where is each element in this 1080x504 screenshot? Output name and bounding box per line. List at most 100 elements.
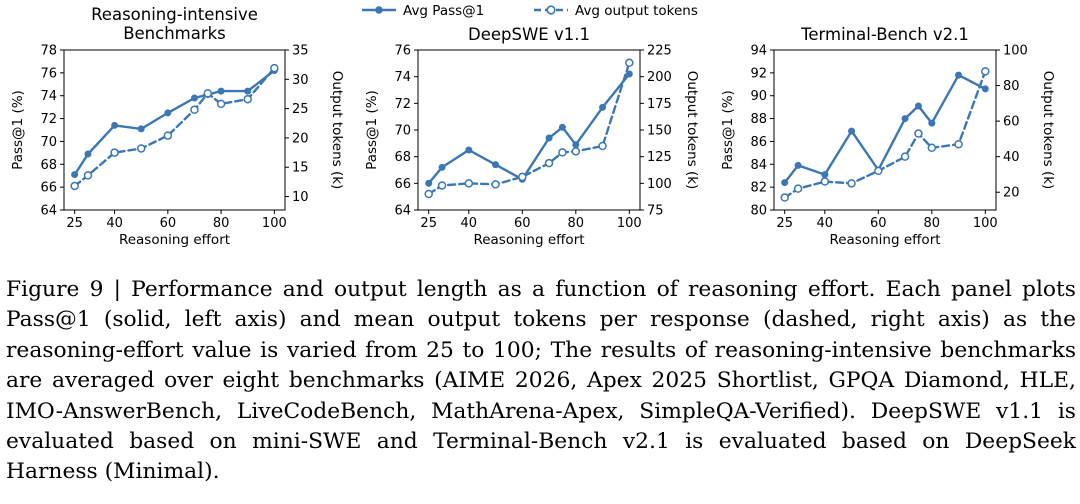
y2-tick-label: 20 bbox=[292, 131, 309, 146]
y2-tick-label: 200 bbox=[647, 70, 672, 85]
data-point-pass-at-1 bbox=[84, 150, 92, 158]
y-tick-label: 82 bbox=[750, 181, 767, 196]
data-point-pass-at-1 bbox=[244, 87, 252, 95]
series-line-output-tokens bbox=[73, 66, 276, 188]
y2-tick-label: 100 bbox=[1003, 44, 1028, 59]
y-tick-label: 76 bbox=[40, 66, 57, 81]
y2-tick-label: 175 bbox=[647, 97, 672, 112]
chart-title: Benchmarks bbox=[123, 24, 226, 43]
x-tick-label: 80 bbox=[924, 216, 941, 231]
legend-marker-tokens bbox=[546, 5, 556, 15]
y2-tick-label: 80 bbox=[1003, 79, 1020, 94]
data-point-output-tokens bbox=[424, 189, 433, 199]
data-point-output-tokens bbox=[136, 144, 146, 153]
chart-panel-2: DeepSWE v1.1 25 40 60 80 100 64 66 68 70 72 74 76 75 1… bbox=[364, 25, 700, 248]
x-tick-label: 40 bbox=[817, 216, 834, 231]
y2-axis-label: Output tokens (k) bbox=[684, 71, 700, 190]
x-tick-label: 40 bbox=[461, 216, 478, 231]
y2-tick-label: 100 bbox=[647, 177, 672, 192]
data-point-output-tokens bbox=[491, 180, 500, 189]
data-point-pass-at-1 bbox=[492, 161, 500, 169]
data-point-pass-at-1 bbox=[901, 115, 909, 123]
x-axis-label: Reasoning effort bbox=[829, 232, 940, 248]
y-tick-label: 64 bbox=[394, 204, 411, 219]
y-tick-label: 80 bbox=[750, 204, 767, 219]
data-point-output-tokens bbox=[900, 152, 910, 161]
y2-tick-label: 35 bbox=[292, 44, 309, 59]
data-point-pass-at-1 bbox=[981, 85, 989, 93]
y-tick-label: 68 bbox=[394, 150, 411, 165]
data-point-output-tokens bbox=[874, 166, 883, 176]
y-tick-label: 86 bbox=[750, 135, 767, 150]
y-axis-label: Pass@1 (%) bbox=[10, 90, 26, 170]
y-tick-label: 74 bbox=[40, 89, 57, 104]
x-tick-label: 25 bbox=[776, 216, 793, 231]
x-tick-label: 60 bbox=[870, 216, 887, 231]
x-tick-label: 100 bbox=[973, 216, 998, 231]
y-tick-label: 72 bbox=[394, 97, 411, 112]
x-tick-label: 25 bbox=[420, 216, 437, 231]
y-axis-label: Pass@1 (%) bbox=[720, 90, 736, 170]
y-tick-label: 64 bbox=[40, 204, 57, 219]
y2-tick-label: 10 bbox=[292, 190, 309, 205]
data-point-output-tokens bbox=[464, 179, 474, 188]
y-tick-label: 92 bbox=[750, 66, 767, 81]
caption-text: Figure 9 | Performance and output length… bbox=[6, 277, 1076, 485]
x-axis-label: Reasoning effort bbox=[473, 232, 584, 248]
data-point-pass-at-1 bbox=[545, 134, 553, 142]
data-point-output-tokens bbox=[70, 181, 79, 191]
data-point-output-tokens bbox=[190, 105, 199, 115]
y-tick-label: 90 bbox=[750, 89, 767, 104]
y-tick-label: 94 bbox=[750, 44, 767, 59]
data-point-output-tokens bbox=[437, 181, 447, 190]
data-point-pass-at-1 bbox=[955, 71, 963, 79]
y2-tick-label: 60 bbox=[1003, 115, 1020, 130]
series-line-output-tokens bbox=[783, 70, 987, 199]
y-tick-label: 66 bbox=[40, 181, 57, 196]
data-point-output-tokens bbox=[780, 193, 789, 202]
legend: Avg Pass@1 Avg output tokens bbox=[362, 3, 698, 19]
y-axis-label: Pass@1 (%) bbox=[364, 90, 380, 170]
legend-label-pass: Avg Pass@1 bbox=[403, 3, 484, 19]
y2-tick-label: 150 bbox=[647, 124, 672, 139]
y-tick-label: 66 bbox=[394, 177, 411, 192]
y2-tick-label: 75 bbox=[647, 204, 664, 219]
x-tick-label: 100 bbox=[262, 216, 287, 231]
data-point-output-tokens bbox=[927, 143, 937, 153]
data-point-pass-at-1 bbox=[848, 127, 856, 135]
data-point-output-tokens bbox=[820, 177, 830, 186]
data-point-pass-at-1 bbox=[572, 141, 580, 149]
y2-tick-label: 20 bbox=[1003, 186, 1020, 201]
x-tick-label: 60 bbox=[514, 216, 531, 231]
data-point-output-tokens bbox=[954, 139, 963, 149]
data-point-pass-at-1 bbox=[438, 163, 446, 171]
y2-tick-label: 15 bbox=[292, 161, 309, 176]
data-point-pass-at-1 bbox=[558, 123, 566, 131]
figure-charts: Avg Pass@1 Avg output tokens Reasoning-int… bbox=[10, 3, 1056, 248]
y2-axis-label: Output tokens (k) bbox=[1040, 71, 1056, 190]
plot-frame bbox=[773, 49, 997, 211]
y2-tick-label: 25 bbox=[292, 102, 309, 117]
data-point-pass-at-1 bbox=[914, 102, 922, 110]
series-line-pass-at-1 bbox=[783, 73, 987, 184]
y-tick-label: 76 bbox=[394, 44, 411, 59]
data-point-pass-at-1 bbox=[137, 125, 145, 133]
series-line-output-tokens bbox=[427, 61, 631, 196]
data-point-output-tokens bbox=[598, 141, 607, 151]
data-point-output-tokens bbox=[270, 63, 279, 73]
chart-title: DeepSWE v1.1 bbox=[468, 25, 590, 44]
data-point-output-tokens bbox=[216, 99, 226, 109]
data-point-output-tokens bbox=[625, 58, 634, 68]
x-tick-label: 40 bbox=[106, 216, 123, 231]
y-tick-label: 74 bbox=[394, 70, 411, 85]
y2-axis-label: Output tokens (k) bbox=[329, 71, 345, 190]
data-point-output-tokens bbox=[544, 158, 554, 168]
data-point-pass-at-1 bbox=[164, 109, 172, 117]
x-tick-label: 60 bbox=[160, 216, 177, 231]
x-tick-label: 80 bbox=[213, 216, 230, 231]
chart-panel-3: Terminal-Bench v2.1 25 40 60 80 100 80 82 84 86 88… bbox=[720, 25, 1056, 248]
y-tick-label: 70 bbox=[40, 135, 57, 150]
y2-tick-label: 30 bbox=[292, 73, 309, 88]
x-axis-label: Reasoning effort bbox=[119, 232, 230, 248]
x-tick-label: 100 bbox=[617, 216, 642, 231]
